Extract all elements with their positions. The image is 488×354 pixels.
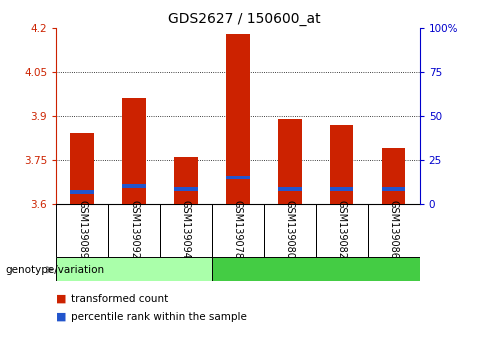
Bar bbox=[70, 133, 94, 204]
Bar bbox=[212, 204, 264, 257]
Bar bbox=[382, 148, 406, 204]
Bar bbox=[56, 257, 212, 281]
Bar bbox=[56, 204, 108, 257]
Text: GSM139080: GSM139080 bbox=[285, 200, 295, 258]
Text: ■: ■ bbox=[56, 294, 67, 304]
Text: percentile rank within the sample: percentile rank within the sample bbox=[71, 312, 246, 322]
Bar bbox=[160, 204, 212, 257]
Bar bbox=[316, 204, 368, 257]
Bar bbox=[264, 204, 316, 257]
Text: GSM139092: GSM139092 bbox=[129, 200, 139, 258]
Text: GSM139082: GSM139082 bbox=[337, 200, 347, 258]
Text: ■: ■ bbox=[56, 312, 67, 322]
Text: GDS2627 / 150600_at: GDS2627 / 150600_at bbox=[168, 12, 320, 27]
Bar bbox=[108, 204, 160, 257]
Bar bbox=[70, 190, 94, 194]
Text: genotype/variation: genotype/variation bbox=[5, 265, 104, 275]
Bar bbox=[330, 125, 353, 204]
Bar bbox=[278, 187, 302, 191]
Bar bbox=[368, 204, 420, 257]
Text: GSM139089: GSM139089 bbox=[77, 200, 87, 258]
Bar bbox=[382, 187, 406, 191]
Text: POF null mutant: POF null mutant bbox=[268, 263, 364, 275]
Bar bbox=[278, 119, 302, 204]
Bar bbox=[174, 157, 198, 204]
Text: GSM139078: GSM139078 bbox=[233, 200, 243, 258]
Text: wild type: wild type bbox=[107, 263, 161, 275]
Bar bbox=[226, 34, 249, 204]
Bar bbox=[122, 98, 146, 204]
Bar bbox=[174, 187, 198, 191]
Bar bbox=[212, 257, 420, 281]
Bar bbox=[330, 187, 353, 191]
Text: GSM139094: GSM139094 bbox=[181, 200, 191, 258]
Bar bbox=[122, 184, 146, 188]
Bar bbox=[226, 176, 249, 179]
Text: transformed count: transformed count bbox=[71, 294, 168, 304]
Text: GSM139086: GSM139086 bbox=[389, 200, 399, 258]
